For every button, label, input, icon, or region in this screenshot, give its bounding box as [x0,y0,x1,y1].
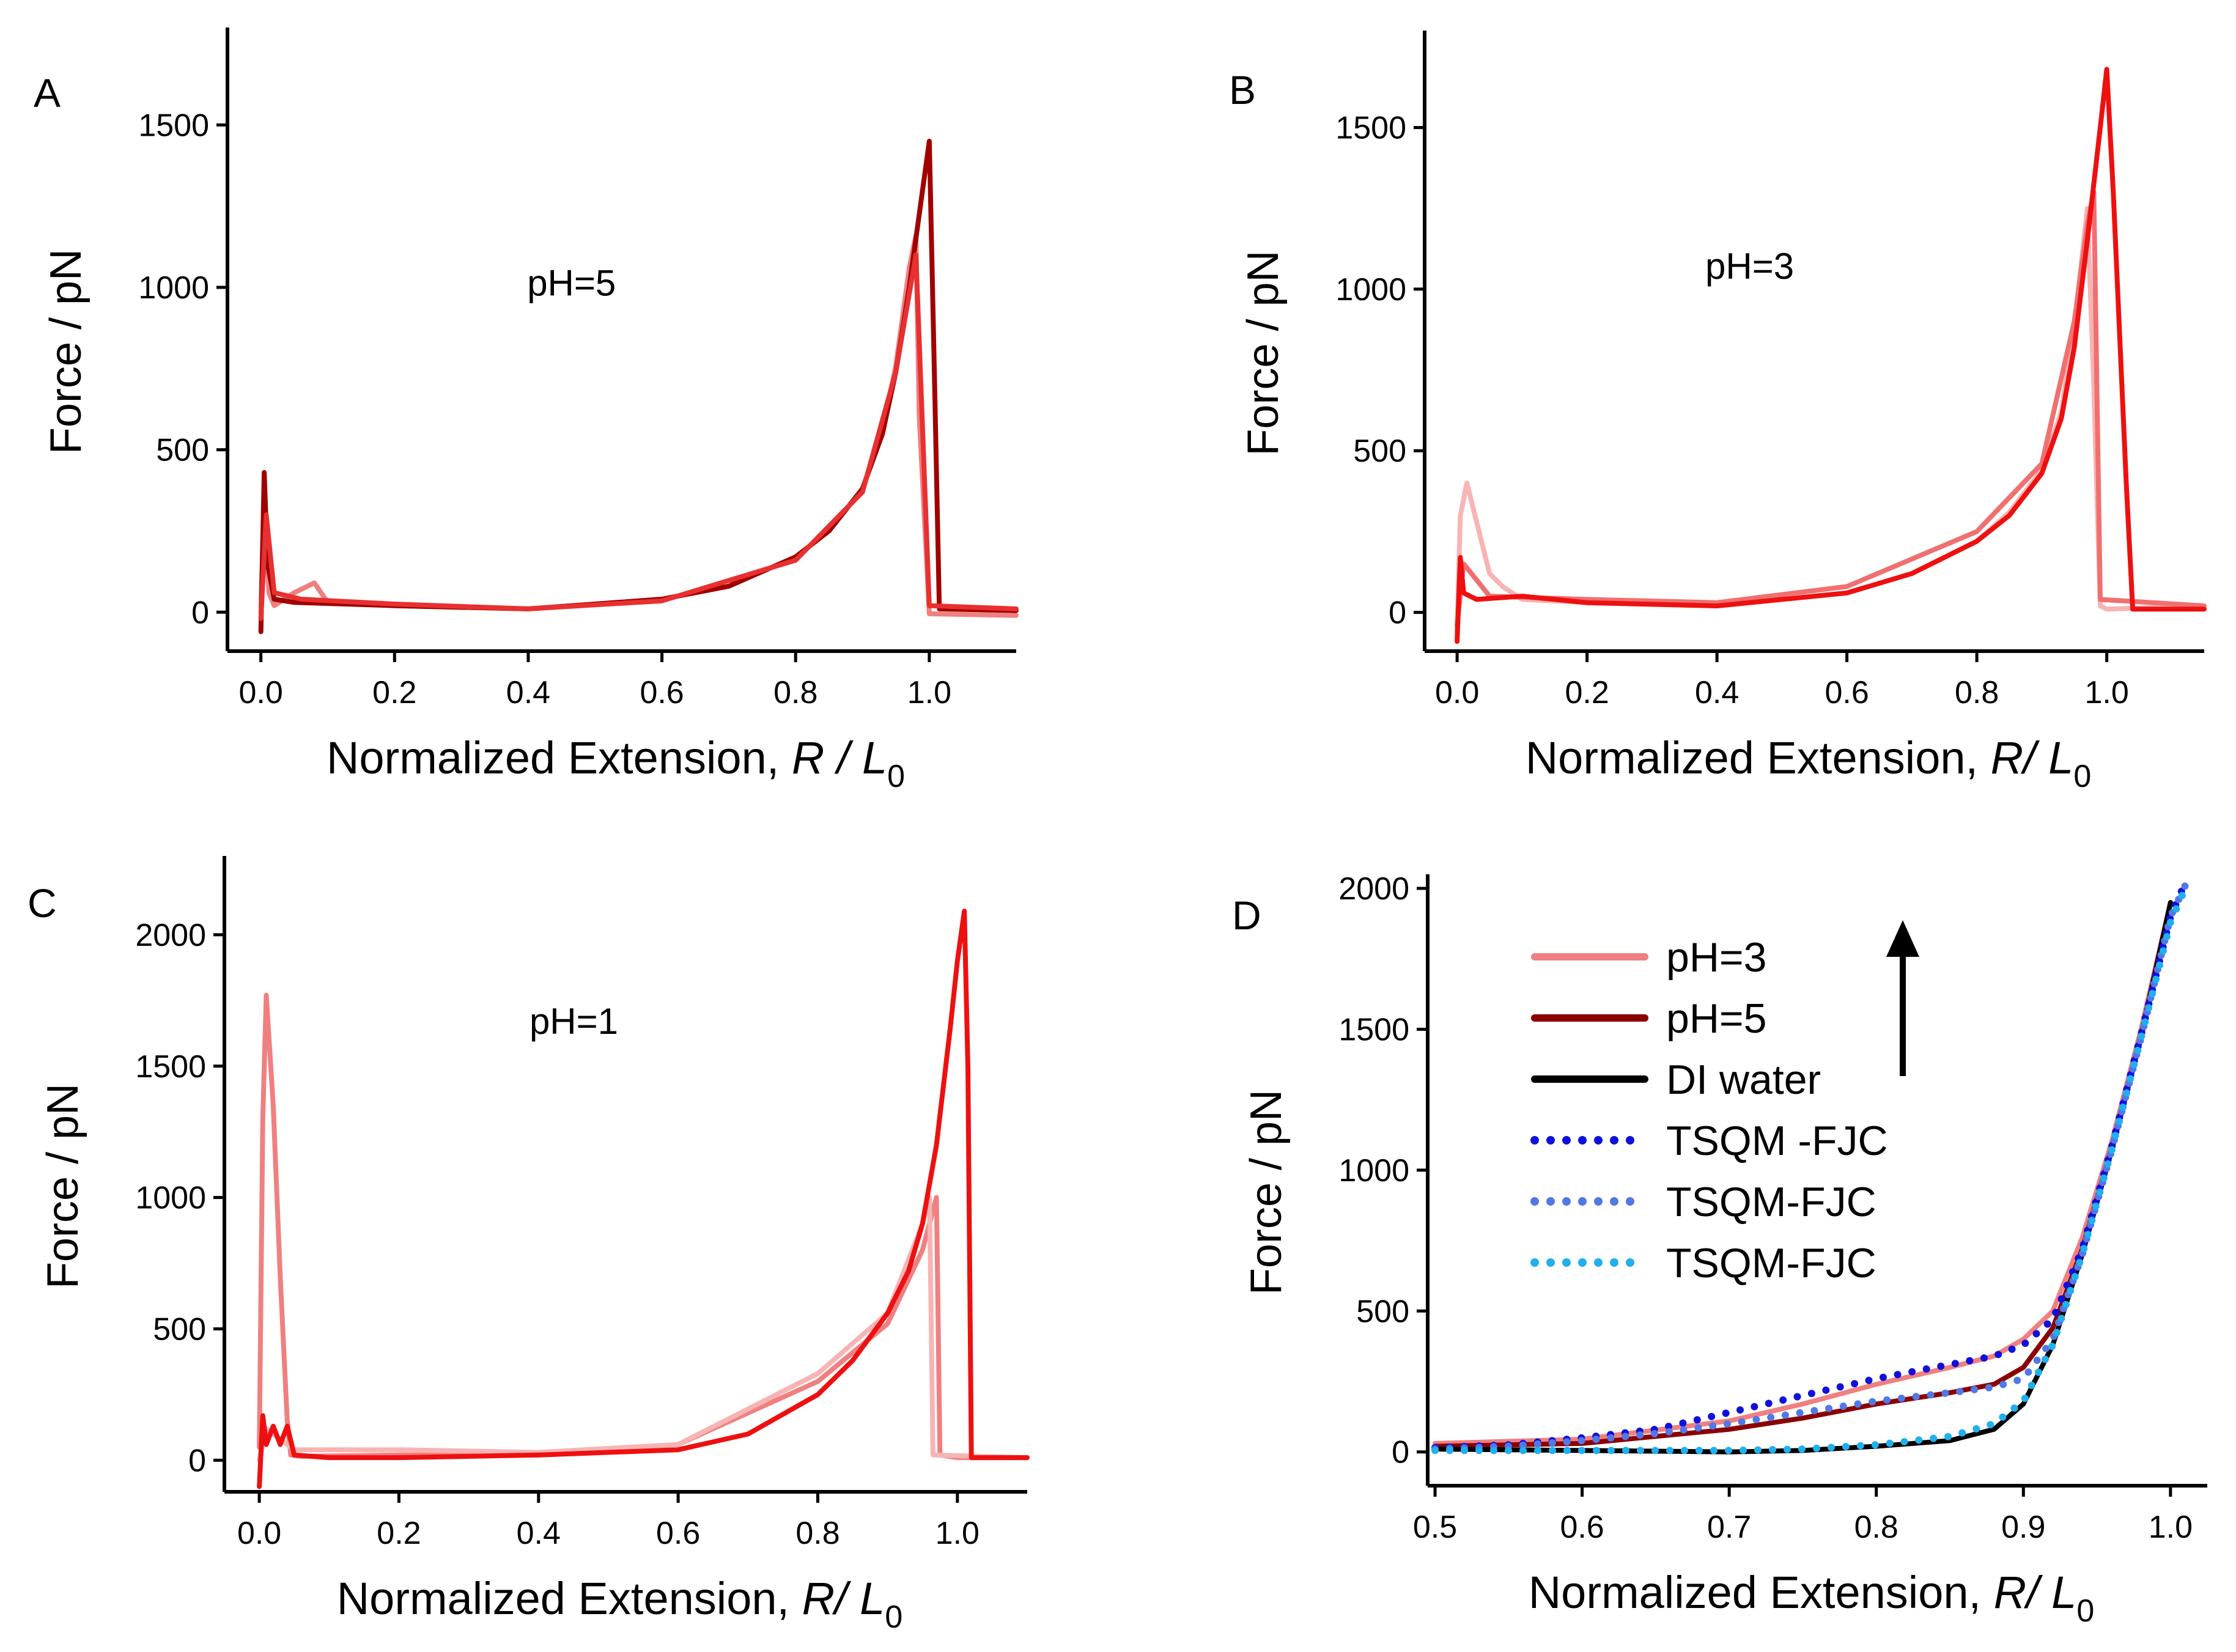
y-tick-label: 500 [153,1312,206,1348]
x-tick-label: 1.0 [907,675,951,710]
series-line-6 [1431,885,2189,1455]
x-tick-label: 1.0 [2149,1510,2193,1545]
x-axis-label: Normalized Extension, R/ L0 [337,1573,903,1635]
x-tick-label: 0.0 [237,1516,281,1551]
x-axis-label-text: Normalized Extension, [1526,732,1991,783]
panel-letter: C [28,880,57,926]
y-tick-label: 2000 [1338,871,1409,907]
ph-annotation: pH=1 [529,1001,618,1042]
x-axis-label: Normalized Extension, R/ L0 [1529,1567,2095,1629]
panel-d: D 0.5 0.6 0.7 0.8 0.9 1.0 0 500 1000 1500 2000 Force… [1232,871,2207,1629]
y-tick-label: 1500 [1335,111,1406,146]
y-tick-label: 1500 [138,108,209,143]
x-axis-label-var: R/ L [1994,1567,2077,1618]
y-tick-label: 1000 [1335,272,1406,308]
x-tick-label: 0.8 [773,675,817,710]
series-line-1 [1433,900,2173,1446]
panel-b: B 0.0 0.2 0.4 0.6 0.8 1.0 0 500 1000 1500 Force / p… [1229,31,2207,794]
x-tick-label: 0.8 [795,1516,839,1551]
y-axis-label: Force / pN [1239,250,1288,455]
series-line-4 [1431,879,2189,1451]
x-tick-label: 0.4 [506,675,550,710]
legend-entry: pH=3 [1666,934,1766,981]
x-axis-label-text: Normalized Extension, [327,732,792,783]
x-axis-label: Normalized Extension, R/ L0 [1526,732,2092,794]
x-axis-label-sub: 0 [885,1599,902,1635]
y-tick-label: 1500 [135,1049,206,1085]
legend-entry: TSQM-FJC [1666,1179,1876,1225]
y-tick-label: 1500 [1338,1012,1409,1047]
series-line-5 [1431,882,2189,1453]
legend-entry: pH=5 [1666,995,1766,1042]
ph-annotation: pH=3 [1705,246,1794,287]
x-axis-label: Normalized Extension, R / L0 [327,732,905,794]
y-axis-label: Force / pN [1242,1090,1291,1295]
ph-annotation: pH=5 [527,263,616,304]
legend-entry: TSQM -FJC [1666,1118,1888,1164]
x-axis-label-var: R / L [792,732,887,783]
series-line-3 [257,909,1030,1489]
x-tick-label: 0.9 [2001,1510,2045,1545]
panel-letter: B [1229,67,1256,112]
legend-entry: DI water [1666,1056,1821,1103]
y-tick-label: 0 [188,1443,206,1478]
x-tick-label: 0.8 [1955,675,1999,710]
y-tick-label: 0 [1389,596,1406,631]
legend: pH=3 pH=5 DI water TSQM -FJC TSQM-FJC TSQM-FJ… [1530,934,1888,1286]
x-axis-label-var: R/ L [1991,732,2074,783]
x-tick-label: 0.2 [372,675,416,710]
y-tick-label: 1000 [138,270,209,306]
x-axis-label-text: Normalized Extension, [1529,1567,1994,1618]
y-axis-label: Force / pN [42,249,90,454]
x-axis-label-text: Normalized Extension, [337,1573,802,1624]
y-tick-label: 0 [1392,1435,1409,1470]
x-tick-label: 0.7 [1707,1510,1751,1545]
y-tick-label: 500 [1356,1294,1409,1329]
series-line-1 [258,233,1019,618]
legend-entry: TSQM-FJC [1666,1240,1876,1286]
y-axis-label: Force / pN [39,1083,87,1289]
x-tick-label: 0.0 [1435,675,1479,710]
series-line-1 [1455,205,2207,635]
panel-a: A 0.0 0.2 0.4 0.6 0.8 1.0 0 500 1000 1500 Force / p… [34,28,1019,794]
series-line-3 [258,252,1019,621]
panel-letter: A [34,70,61,116]
x-tick-label: 1.0 [935,1516,980,1551]
x-tick-label: 0.6 [1825,675,1869,710]
y-tick-label: 0 [191,595,209,630]
x-tick-label: 0.0 [239,675,283,710]
x-tick-label: 0.4 [1695,675,1739,710]
y-tick-label: 1000 [1338,1153,1409,1189]
series-line-3 [1433,900,2173,1455]
x-axis-label-sub: 0 [2076,1593,2094,1629]
x-axis-label-sub: 0 [2073,759,2091,794]
y-tick-label: 1000 [135,1181,206,1216]
series-line-2 [258,138,1019,635]
x-tick-label: 0.2 [377,1516,421,1551]
x-tick-label: 0.4 [517,1516,561,1551]
x-axis-label-sub: 0 [887,759,905,794]
panel-letter: D [1232,893,1261,938]
x-tick-label: 0.6 [1560,1510,1604,1545]
x-tick-label: 0.6 [656,1516,700,1551]
x-tick-label: 0.2 [1565,675,1609,710]
arrow-head [1886,920,1919,957]
series-line-3 [1455,67,2207,644]
x-tick-label: 0.6 [640,675,684,710]
series-line-1 [257,992,1030,1461]
series-line-2 [1433,900,2173,1449]
x-tick-label: 1.0 [2084,675,2128,710]
y-tick-label: 500 [156,433,209,468]
panel-c: C 0.0 0.2 0.4 0.6 0.8 1.0 0 500 1000 1500 2000 Force… [28,856,1030,1635]
x-axis-label-var: R/ L [802,1573,885,1624]
y-tick-label: 500 [1353,433,1406,469]
x-tick-label: 0.5 [1413,1510,1457,1545]
x-tick-label: 0.8 [1854,1510,1898,1545]
series-line-2 [257,1195,1030,1463]
y-tick-label: 2000 [135,918,206,953]
